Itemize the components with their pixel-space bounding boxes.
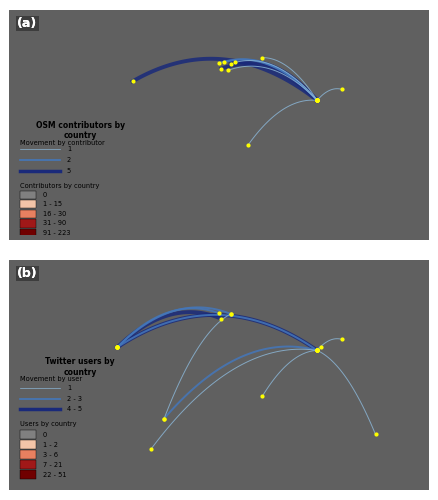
Text: (b): (b) — [17, 267, 38, 280]
Text: (a): (a) — [17, 17, 37, 30]
Text: (b): (b) — [17, 267, 38, 280]
Text: (a): (a) — [17, 17, 37, 30]
